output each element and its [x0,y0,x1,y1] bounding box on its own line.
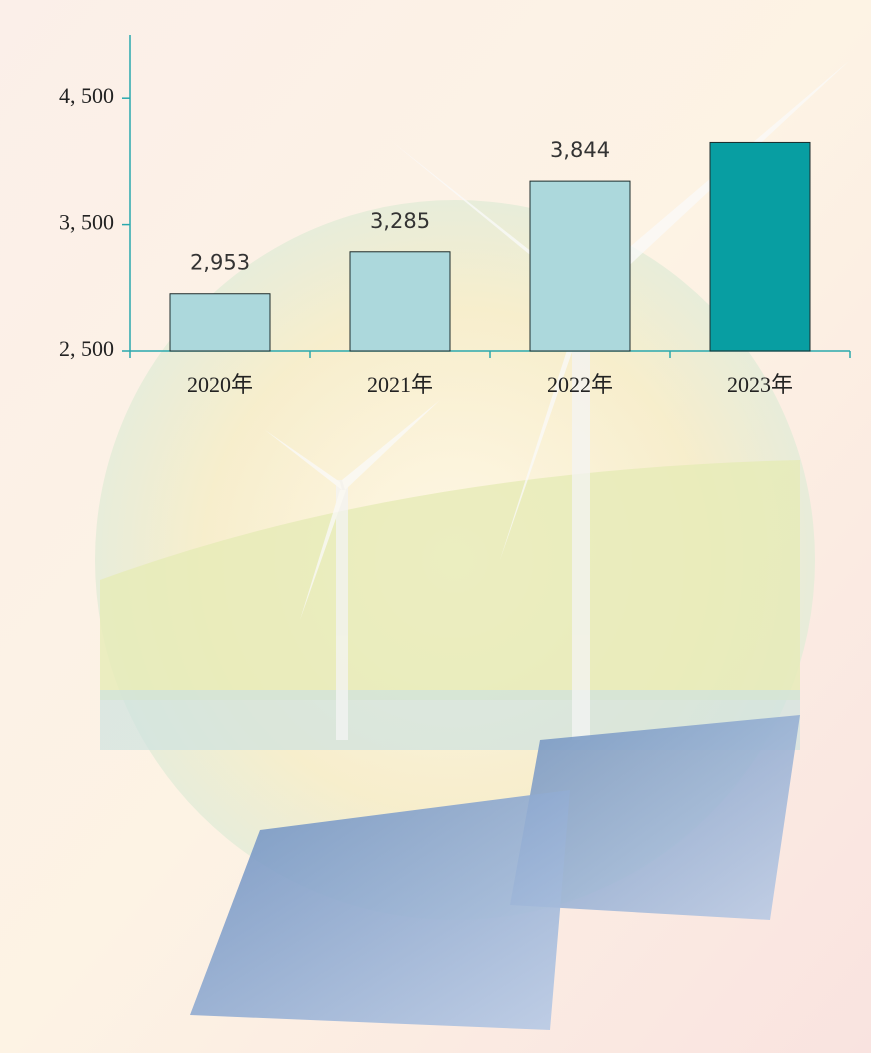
x-tick-label: 2020年 [187,372,253,397]
bar [169,293,271,352]
y-tick-label: 4, 500 [59,83,114,108]
bar [529,180,631,352]
x-tick-label: 2021年 [367,372,433,397]
data-label: 3,844 [550,138,610,162]
y-tick-label: 2, 500 [59,336,114,361]
y-tick-label: 3, 500 [59,210,114,235]
data-label: 3,285 [370,209,430,233]
x-tick-label: 2022年 [547,372,613,397]
decor-solar [190,715,800,1030]
data-label: 2,953 [190,251,250,275]
decor-turbine [265,60,850,740]
bar [709,141,811,352]
bar [349,251,451,352]
x-tick-label: 2023年 [727,372,793,397]
decor-hill [100,460,800,700]
